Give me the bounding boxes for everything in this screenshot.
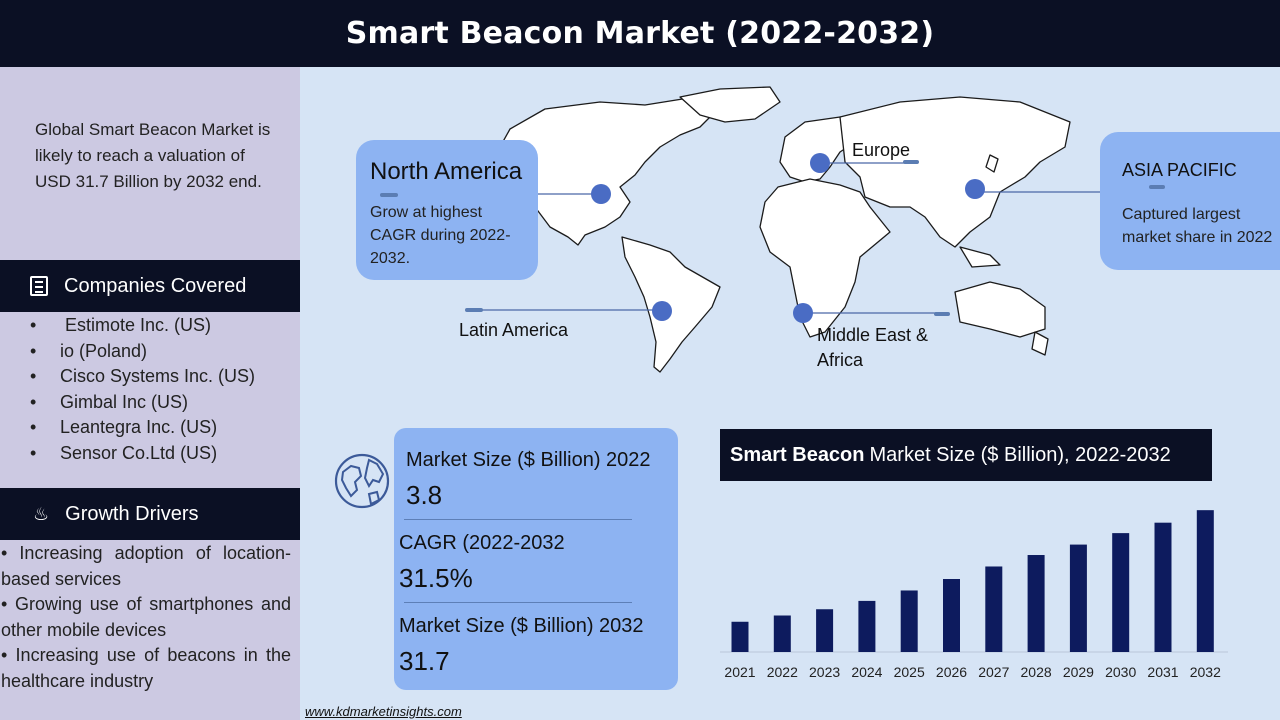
list-item: • Growing use of smartphones and other m…	[1, 594, 291, 640]
bar-2027	[985, 566, 1003, 652]
bar-2022	[773, 615, 791, 652]
list-item: io (Poland)	[0, 339, 300, 365]
bar-2032	[1196, 510, 1214, 652]
market-size-2022-label: Market Size ($ Billion) 2022	[406, 449, 651, 471]
list-item: Gimbal Inc (US)	[0, 390, 300, 416]
asia-pacific-desc: Captured largest market share in 2022	[1122, 206, 1273, 246]
north-america-desc: Grow at highest CAGR during 2022-2032.	[370, 204, 511, 267]
divider	[934, 312, 950, 316]
x-tick-label: 2023	[809, 664, 840, 680]
market-size-2032-label: Market Size ($ Billion) 2032	[399, 615, 644, 637]
divider	[380, 193, 398, 197]
x-tick-label: 2028	[1021, 664, 1052, 680]
x-tick-label: 2025	[894, 664, 925, 680]
bar-2021	[731, 621, 749, 652]
bar-chart: 2021 2022 2023 2024 2025 2026 2027 2028 2029 2030…	[720, 510, 1228, 680]
companies-heading: Companies Covered	[0, 260, 300, 312]
x-tick-label: 2031	[1147, 664, 1178, 680]
north-america-title: North America	[370, 158, 523, 185]
asia-pacific-title: ASIA PACIFIC	[1122, 160, 1237, 180]
mea-label: Middle East & Africa	[817, 325, 929, 370]
latin-america-label: Latin America	[459, 320, 569, 340]
x-tick-label: 2022	[767, 664, 798, 680]
list-item: • Increasing use of beacons in the healt…	[1, 645, 291, 691]
x-tick-label: 2026	[936, 664, 967, 680]
source-link[interactable]: www.kdmarketinsights.com	[305, 704, 462, 719]
bar-2028	[1027, 555, 1045, 652]
x-tick-label: 2030	[1105, 664, 1136, 680]
bar-2025	[900, 590, 918, 652]
europe-label: Europe	[852, 140, 911, 160]
x-tick-label: 2032	[1190, 664, 1221, 680]
cagr-value: 31.5%	[399, 563, 473, 593]
companies-list: Estimote Inc. (US) io (Poland) Cisco Sys…	[0, 313, 300, 466]
bar-2030	[1112, 533, 1130, 652]
market-size-2022-value: 3.8	[406, 480, 443, 510]
stats-card: Market Size ($ Billion) 2022 3.8 CAGR (2…	[394, 428, 678, 690]
divider	[404, 602, 632, 603]
list-item: Estimote Inc. (US)	[0, 313, 300, 339]
chart-title-rest: Market Size ($ Billion), 2022-2032	[869, 443, 1171, 466]
header-bar: Smart Beacon Market (2022-2032)	[0, 0, 1280, 67]
list-item: Cisco Systems Inc. (US)	[0, 364, 300, 390]
bar-2026	[943, 579, 960, 652]
drivers-heading-label: Growth Drivers	[65, 502, 199, 525]
globe-icon	[334, 453, 390, 509]
world-map	[300, 67, 1280, 412]
intro-text: Global Smart Beacon Market is likely to …	[35, 120, 271, 191]
bar-2024	[858, 600, 876, 652]
bar-2029	[1069, 544, 1087, 652]
companies-heading-label: Companies Covered	[64, 274, 247, 297]
flame-icon: ♨	[33, 504, 50, 524]
chart-title-bold: Smart Beacon	[730, 443, 865, 466]
asia-pacific-callout: ASIA PACIFIC Captured largest market sha…	[1100, 132, 1280, 270]
world-map-outline	[475, 86, 1158, 373]
market-size-2032-value: 31.7	[399, 646, 450, 676]
building-icon	[30, 276, 48, 296]
x-tick-label: 2027	[978, 664, 1009, 680]
list-item: • Increasing adoption of location-based …	[1, 543, 291, 589]
x-tick-label: 2021	[724, 664, 755, 680]
page-title: Smart Beacon Market (2022-2032)	[345, 16, 935, 51]
chart-title: Smart Beacon Market Size ($ Billion), 20…	[720, 429, 1212, 481]
x-tick-label: 2024	[851, 664, 882, 680]
drivers-heading: ♨ Growth Drivers	[0, 488, 300, 540]
bar-2031	[1154, 522, 1172, 652]
cagr-label: CAGR (2022-2032	[399, 532, 565, 554]
divider	[903, 160, 919, 164]
list-item: Leantegra Inc. (US)	[0, 415, 300, 441]
x-tick-label: 2029	[1063, 664, 1094, 680]
bar-2023	[816, 609, 834, 652]
north-america-callout: North America Grow at highest CAGR durin…	[356, 140, 538, 280]
list-item: Sensor Co.Ltd (US)	[0, 441, 300, 467]
drivers-list: • Increasing adoption of location-based …	[1, 541, 291, 694]
divider	[465, 308, 483, 312]
divider	[404, 519, 632, 520]
divider	[1149, 185, 1165, 189]
